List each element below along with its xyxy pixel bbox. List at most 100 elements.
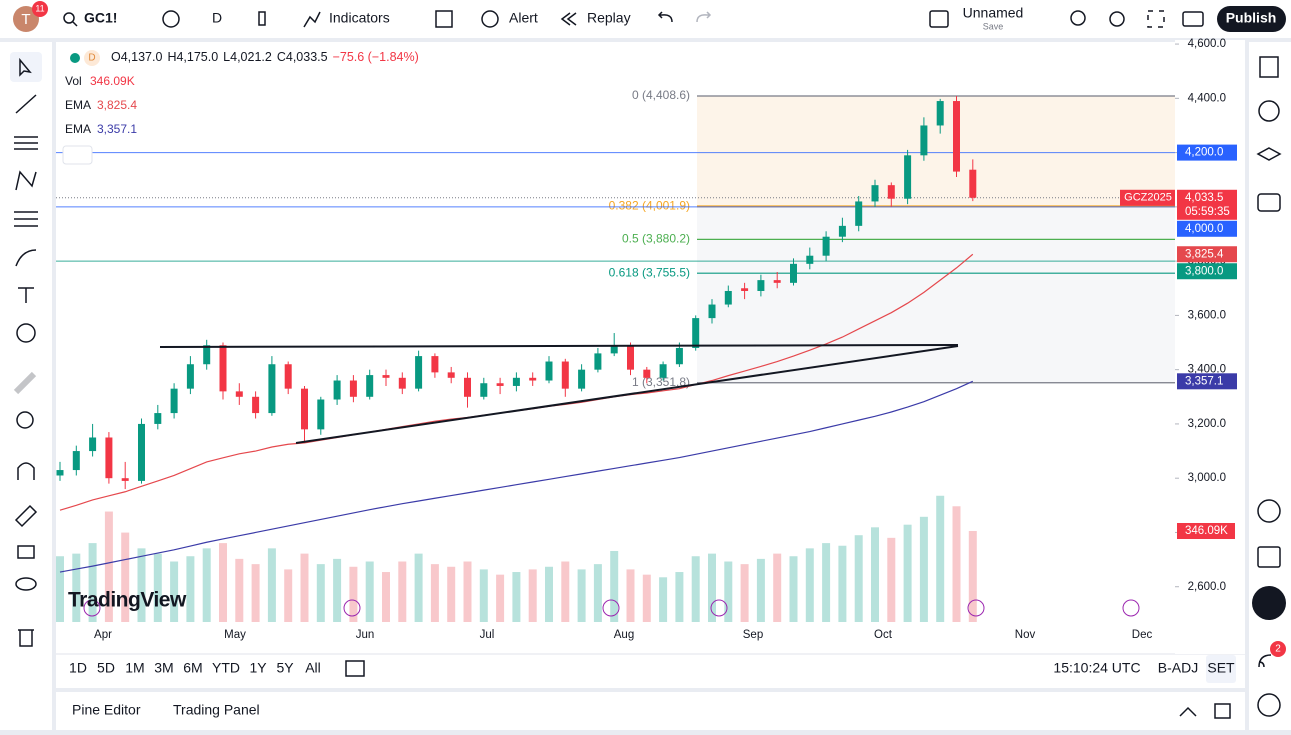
chats[interactable] [1257, 193, 1281, 212]
chart-type[interactable] [258, 11, 266, 26]
candle-body [545, 361, 553, 381]
collapse-legend[interactable] [62, 145, 93, 165]
redo[interactable] [696, 11, 712, 23]
visibility-tool[interactable] [15, 577, 37, 591]
candle-body [969, 169, 977, 198]
fib-zone [697, 96, 1175, 207]
news[interactable] [1258, 654, 1272, 668]
lock-tool[interactable] [17, 545, 35, 559]
y-tick-label: 3,200.0 [1188, 418, 1226, 430]
undo[interactable] [657, 11, 673, 23]
volume-bar [430, 564, 439, 622]
candle-body [822, 236, 830, 256]
axis-tag-label: 3,800.0 [1185, 265, 1223, 277]
ohlc-item: −75.6 (−1.84%) [333, 50, 419, 64]
add-symbol[interactable] [162, 10, 180, 28]
x-tick-label: Sep [743, 629, 763, 641]
candle-body [806, 255, 814, 264]
data-window[interactable] [1256, 147, 1282, 161]
ideas[interactable] [1257, 499, 1281, 523]
settings[interactable] [1109, 11, 1125, 27]
event-marker [602, 599, 620, 617]
range-button[interactable]: 6M [183, 660, 202, 676]
range-button[interactable]: YTD [212, 660, 240, 676]
collapse[interactable] [1179, 706, 1197, 717]
volume-bar [496, 574, 505, 622]
magnet-tool[interactable] [17, 462, 35, 480]
ruler-tool[interactable] [13, 371, 37, 395]
volume-bar [756, 558, 765, 622]
triangle-bottom [295, 345, 959, 444]
pattern-tool[interactable] [15, 170, 37, 191]
range-button[interactable]: 1Y [249, 660, 267, 676]
adjustment[interactable]: B-ADJ [1158, 660, 1198, 676]
layout-name[interactable]: Unnamed [963, 5, 1024, 21]
candle-body [675, 347, 683, 365]
symbol-tag [1120, 189, 1175, 206]
candle-body [398, 377, 406, 389]
candle-body [235, 391, 243, 397]
candle-body [659, 364, 667, 378]
candle-body [708, 304, 716, 319]
indicators-icon [303, 11, 321, 28]
trend-line[interactable] [15, 94, 37, 114]
candle-body [480, 383, 488, 397]
tab[interactable]: Trading Panel [173, 702, 260, 718]
range-button[interactable]: 1D [69, 660, 87, 676]
range-button[interactable]: 3M [154, 660, 173, 676]
fullscreen[interactable] [1147, 10, 1165, 28]
forecast-tool[interactable] [14, 211, 38, 227]
alert[interactable]: Alert [509, 10, 538, 26]
layout-icon[interactable] [929, 10, 949, 28]
save[interactable]: Save [983, 21, 1004, 31]
tab[interactable]: Pine Editor [72, 702, 141, 718]
brush-tool[interactable] [15, 249, 37, 267]
badge-count: 11 [35, 3, 44, 13]
range-button[interactable]: 1M [125, 660, 144, 676]
alerts-panel[interactable] [1258, 100, 1280, 122]
interval[interactable]: D [212, 10, 222, 26]
text-tool[interactable] [18, 287, 34, 303]
replay[interactable]: Replay [587, 10, 631, 26]
indicators[interactable]: Indicators [329, 10, 390, 26]
range-button[interactable]: All [305, 660, 321, 676]
session-button[interactable] [1206, 655, 1236, 683]
candle-body [333, 380, 341, 400]
zoom-tool[interactable] [16, 411, 34, 429]
emoji-tool[interactable] [16, 323, 36, 343]
watchlist[interactable] [1259, 56, 1279, 78]
volume-bar [545, 566, 553, 622]
avatar-letter: T [21, 11, 30, 28]
range-button[interactable]: 5Y [276, 660, 294, 676]
snapshot[interactable] [1182, 11, 1204, 27]
symbol[interactable]: GC1! [84, 10, 117, 26]
publish-button[interactable] [1217, 6, 1286, 32]
ohlc-item: C4,033.5 [277, 50, 328, 64]
volume-bar [887, 537, 896, 622]
search-icon [72, 21, 78, 27]
legend-interval: D [88, 53, 95, 64]
volume-bar [968, 530, 977, 622]
fib-tool[interactable] [14, 136, 38, 150]
axis-tag-label: 3,825.4 [1185, 248, 1224, 260]
volume-bar [919, 516, 928, 622]
calendar[interactable] [1257, 546, 1281, 568]
date-range[interactable] [345, 660, 365, 677]
range-button[interactable]: 5D [97, 660, 115, 676]
templates[interactable] [435, 10, 453, 28]
volume-bar [561, 561, 570, 622]
y-tick-label: 4,400.0 [1188, 92, 1226, 104]
axis-tag-label: 4,200.0 [1185, 147, 1223, 159]
search-icon[interactable] [63, 12, 75, 24]
maximize[interactable] [1214, 703, 1231, 719]
volume-bar [88, 543, 97, 622]
delete-tool[interactable] [18, 629, 34, 647]
quick-search[interactable] [1070, 10, 1086, 26]
help[interactable] [1257, 693, 1281, 717]
candle-body [447, 372, 455, 378]
apps-button[interactable] [1252, 586, 1286, 620]
axis-tag [1177, 523, 1235, 539]
draw-mode[interactable] [14, 504, 38, 528]
volume-bar [626, 569, 635, 622]
avatar[interactable] [13, 6, 39, 32]
